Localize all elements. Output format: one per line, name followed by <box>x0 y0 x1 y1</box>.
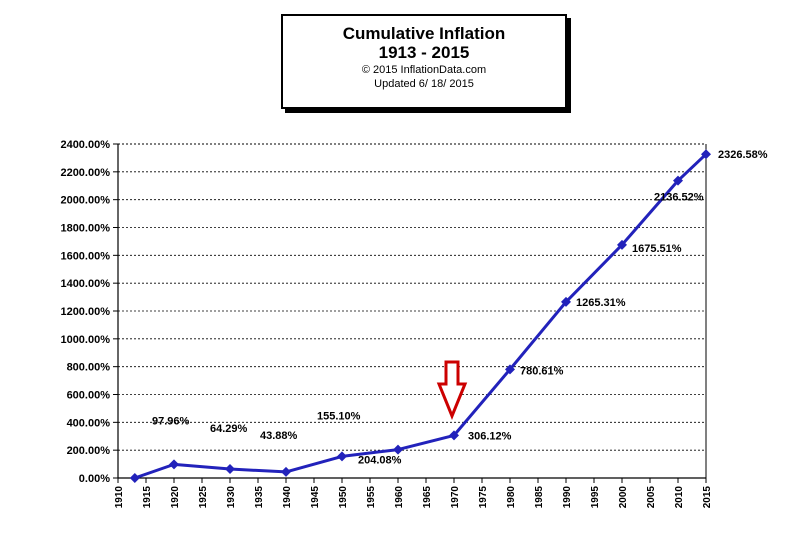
x-tick-label: 1940 <box>282 486 293 509</box>
x-tick-label: 1980 <box>506 486 517 509</box>
y-tick-label: 1200.00% <box>60 306 110 318</box>
y-tick-label: 800.00% <box>67 362 111 374</box>
data-label: 64.29% <box>210 423 248 435</box>
y-tick-label: 1000.00% <box>60 334 110 346</box>
y-tick-label: 600.00% <box>67 390 111 402</box>
y-tick-label: 200.00% <box>67 445 111 457</box>
y-tick-label: 400.00% <box>67 417 111 429</box>
x-tick-label: 2005 <box>646 486 657 509</box>
data-point <box>617 239 627 250</box>
series-line <box>134 153 708 480</box>
data-label: 43.88% <box>260 430 298 442</box>
x-tick-label: 2015 <box>702 486 713 509</box>
data-point <box>225 464 235 475</box>
data-label: 155.10% <box>317 410 361 422</box>
data-label: 97.96% <box>152 415 190 427</box>
x-tick-label: 1960 <box>394 486 405 509</box>
x-tick-label: 1945 <box>310 486 321 509</box>
data-point <box>393 444 403 455</box>
data-label: 306.12% <box>468 430 512 442</box>
data-point <box>337 451 347 462</box>
y-tick-label: 1600.00% <box>60 250 110 262</box>
data-point <box>561 296 571 307</box>
data-point <box>129 473 140 483</box>
x-tick-label: 1985 <box>534 486 545 509</box>
x-tick-label: 1925 <box>198 486 209 509</box>
chart-title-box: Cumulative Inflation 1913 - 2015 © 2015 … <box>281 14 567 109</box>
y-tick-label: 1800.00% <box>60 223 110 235</box>
x-tick-label: 2000 <box>618 486 629 509</box>
x-tick-label: 1955 <box>366 486 377 509</box>
data-point <box>701 149 711 160</box>
x-tick-label: 1930 <box>226 486 237 509</box>
chart-copyright: © 2015 InflationData.com <box>361 64 487 76</box>
x-tick-label: 1990 <box>562 486 573 509</box>
x-tick-label: 1970 <box>450 486 461 509</box>
chart-updated: Updated 6/ 18/ 2015 <box>374 78 474 90</box>
data-label: 2136.52% <box>654 192 704 204</box>
x-tick-label: 1935 <box>254 486 265 509</box>
data-label: 1265.31% <box>576 297 626 309</box>
x-tick-label: 1915 <box>142 486 153 509</box>
x-tick-label: 1975 <box>478 486 489 509</box>
y-tick-label: 1400.00% <box>60 278 110 290</box>
data-point <box>281 466 291 477</box>
data-label: 780.61% <box>520 365 564 377</box>
data-point <box>449 430 459 441</box>
arrow-down-icon <box>436 360 468 420</box>
data-label: 204.08% <box>358 455 402 467</box>
x-tick-label: 1910 <box>114 486 125 509</box>
x-tick-label: 1950 <box>338 486 349 509</box>
y-tick-label: 2200.00% <box>60 167 110 179</box>
data-point <box>673 175 683 186</box>
x-tick-label: 1965 <box>422 486 433 509</box>
data-label: 2326.58% <box>718 149 768 161</box>
data-label: 1675.51% <box>632 243 682 255</box>
x-tick-label: 1995 <box>590 486 601 509</box>
y-tick-label: 2000.00% <box>60 195 110 207</box>
y-tick-label: 2400.00% <box>60 139 110 151</box>
chart-title: Cumulative Inflation <box>342 24 506 43</box>
data-point <box>505 364 515 375</box>
x-tick-label: 1920 <box>170 486 181 509</box>
chart-subtitle: 1913 - 2015 <box>378 43 470 62</box>
y-tick-label: 0.00% <box>79 473 110 485</box>
data-point <box>169 459 179 470</box>
x-tick-label: 2010 <box>674 486 685 509</box>
